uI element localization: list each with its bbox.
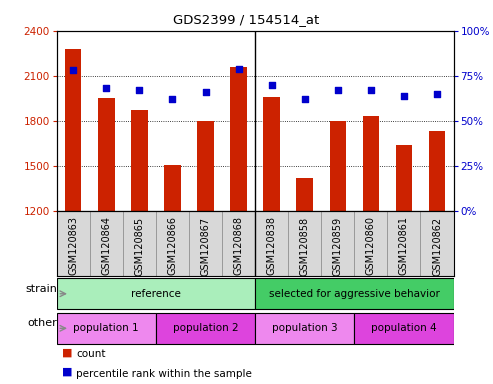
Text: population 2: population 2 — [173, 323, 238, 333]
Point — [400, 93, 408, 99]
Text: reference: reference — [131, 289, 181, 299]
Text: ■: ■ — [62, 348, 72, 358]
Bar — [156, 313, 255, 344]
Bar — [296, 178, 313, 211]
Point — [169, 96, 176, 103]
Point — [301, 96, 309, 103]
Text: GSM120858: GSM120858 — [300, 217, 310, 276]
Point — [136, 87, 143, 93]
Bar — [57, 278, 255, 310]
Text: GSM120863: GSM120863 — [68, 217, 78, 275]
Text: GSM120860: GSM120860 — [366, 217, 376, 275]
Bar — [65, 49, 81, 211]
Point — [235, 66, 243, 72]
Text: strain: strain — [26, 283, 57, 294]
Point — [202, 89, 210, 95]
Point — [70, 67, 77, 73]
Text: GSM120866: GSM120866 — [168, 217, 177, 275]
Text: GSM120868: GSM120868 — [234, 217, 244, 275]
Bar — [230, 67, 247, 211]
Point — [334, 87, 342, 93]
Text: GSM120838: GSM120838 — [267, 217, 277, 275]
Text: count: count — [76, 349, 106, 359]
Bar — [363, 116, 379, 211]
Text: other: other — [28, 318, 57, 328]
Bar — [396, 145, 412, 211]
Bar — [263, 97, 280, 211]
Bar — [255, 278, 454, 310]
Text: GSM120865: GSM120865 — [135, 217, 144, 276]
Point — [367, 87, 375, 93]
Point — [268, 82, 276, 88]
Text: GSM120862: GSM120862 — [432, 217, 442, 276]
Text: GSM120861: GSM120861 — [399, 217, 409, 275]
Point — [103, 85, 110, 91]
Bar — [255, 313, 354, 344]
Text: population 3: population 3 — [272, 323, 338, 333]
Bar — [329, 121, 346, 211]
Text: GSM120864: GSM120864 — [101, 217, 111, 275]
Text: population 1: population 1 — [73, 323, 139, 333]
Text: ■: ■ — [62, 367, 72, 377]
Bar — [98, 98, 114, 211]
Bar — [131, 111, 147, 211]
Bar — [164, 165, 181, 211]
Text: selected for aggressive behavior: selected for aggressive behavior — [269, 289, 440, 299]
Bar — [354, 313, 454, 344]
Text: GSM120859: GSM120859 — [333, 217, 343, 276]
Text: population 4: population 4 — [371, 323, 437, 333]
Bar — [57, 313, 156, 344]
Bar — [429, 131, 445, 211]
Bar — [197, 121, 214, 211]
Text: percentile rank within the sample: percentile rank within the sample — [76, 369, 252, 379]
Point — [433, 91, 441, 97]
Text: GSM120867: GSM120867 — [201, 217, 211, 276]
Text: GDS2399 / 154514_at: GDS2399 / 154514_at — [174, 13, 319, 26]
